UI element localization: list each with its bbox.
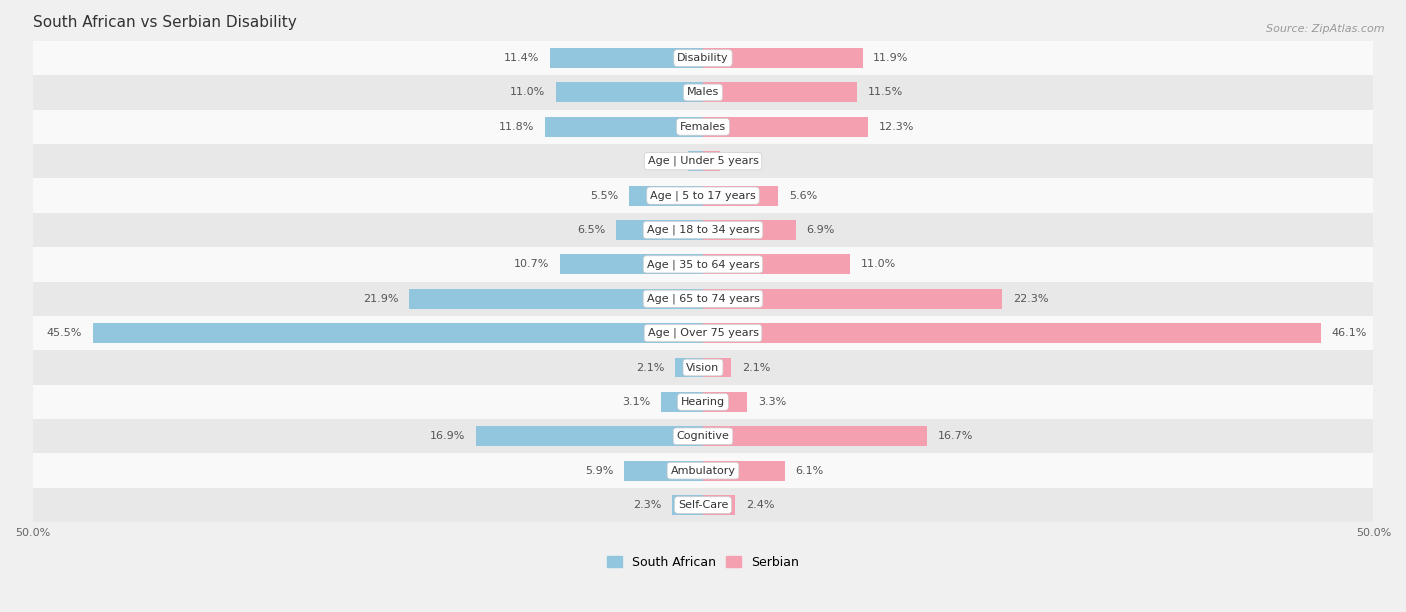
FancyBboxPatch shape: [32, 385, 1374, 419]
Text: Disability: Disability: [678, 53, 728, 63]
Bar: [616, 220, 703, 240]
Bar: [703, 323, 1322, 343]
Bar: [550, 48, 703, 68]
FancyBboxPatch shape: [32, 41, 1374, 75]
Text: 3.3%: 3.3%: [758, 397, 786, 407]
FancyBboxPatch shape: [32, 282, 1374, 316]
Text: 2.3%: 2.3%: [633, 500, 661, 510]
Text: 45.5%: 45.5%: [46, 328, 82, 338]
Bar: [703, 151, 720, 171]
Bar: [675, 357, 703, 378]
Bar: [703, 427, 927, 446]
Bar: [672, 495, 703, 515]
Text: 11.9%: 11.9%: [873, 53, 908, 63]
Text: 2.4%: 2.4%: [747, 500, 775, 510]
Text: Age | 5 to 17 years: Age | 5 to 17 years: [650, 190, 756, 201]
FancyBboxPatch shape: [32, 453, 1374, 488]
Text: Cognitive: Cognitive: [676, 431, 730, 441]
Bar: [560, 255, 703, 274]
FancyBboxPatch shape: [32, 488, 1374, 522]
Text: Age | 35 to 64 years: Age | 35 to 64 years: [647, 259, 759, 270]
Bar: [703, 220, 796, 240]
FancyBboxPatch shape: [32, 247, 1374, 282]
Text: 11.8%: 11.8%: [499, 122, 534, 132]
Text: 3.1%: 3.1%: [623, 397, 651, 407]
Text: 46.1%: 46.1%: [1331, 328, 1367, 338]
Text: Females: Females: [681, 122, 725, 132]
Text: Age | Under 5 years: Age | Under 5 years: [648, 156, 758, 166]
Text: 21.9%: 21.9%: [363, 294, 399, 304]
Bar: [703, 392, 747, 412]
Text: Ambulatory: Ambulatory: [671, 466, 735, 476]
Text: Hearing: Hearing: [681, 397, 725, 407]
Text: 6.1%: 6.1%: [796, 466, 824, 476]
Bar: [703, 495, 735, 515]
Text: 11.5%: 11.5%: [868, 88, 903, 97]
Text: Source: ZipAtlas.com: Source: ZipAtlas.com: [1267, 24, 1385, 34]
Text: 11.0%: 11.0%: [509, 88, 544, 97]
Text: South African vs Serbian Disability: South African vs Serbian Disability: [32, 15, 297, 30]
Bar: [93, 323, 703, 343]
Text: Vision: Vision: [686, 362, 720, 373]
FancyBboxPatch shape: [32, 110, 1374, 144]
Bar: [630, 185, 703, 206]
Text: Age | 65 to 74 years: Age | 65 to 74 years: [647, 294, 759, 304]
Bar: [703, 289, 1002, 308]
Bar: [544, 117, 703, 137]
Bar: [703, 83, 858, 102]
Bar: [703, 185, 778, 206]
Text: Age | 18 to 34 years: Age | 18 to 34 years: [647, 225, 759, 235]
Text: 16.9%: 16.9%: [430, 431, 465, 441]
Text: 5.9%: 5.9%: [585, 466, 613, 476]
Bar: [624, 461, 703, 480]
FancyBboxPatch shape: [32, 179, 1374, 213]
Legend: South African, Serbian: South African, Serbian: [602, 551, 804, 573]
FancyBboxPatch shape: [32, 350, 1374, 385]
Bar: [477, 427, 703, 446]
Bar: [703, 357, 731, 378]
FancyBboxPatch shape: [32, 144, 1374, 179]
Bar: [661, 392, 703, 412]
Text: 10.7%: 10.7%: [513, 259, 548, 269]
Bar: [703, 117, 868, 137]
Bar: [703, 461, 785, 480]
FancyBboxPatch shape: [32, 316, 1374, 350]
Text: 1.3%: 1.3%: [731, 156, 759, 166]
Bar: [555, 83, 703, 102]
FancyBboxPatch shape: [32, 213, 1374, 247]
Bar: [409, 289, 703, 308]
Text: 11.4%: 11.4%: [505, 53, 540, 63]
Text: 1.1%: 1.1%: [650, 156, 678, 166]
Text: 11.0%: 11.0%: [862, 259, 897, 269]
Text: Self-Care: Self-Care: [678, 500, 728, 510]
Text: 6.9%: 6.9%: [806, 225, 835, 235]
Bar: [689, 151, 703, 171]
Text: 5.5%: 5.5%: [591, 190, 619, 201]
Text: Age | Over 75 years: Age | Over 75 years: [648, 328, 758, 338]
FancyBboxPatch shape: [32, 75, 1374, 110]
Text: 22.3%: 22.3%: [1012, 294, 1049, 304]
FancyBboxPatch shape: [32, 419, 1374, 453]
Text: 2.1%: 2.1%: [636, 362, 664, 373]
Text: 5.6%: 5.6%: [789, 190, 817, 201]
Text: 16.7%: 16.7%: [938, 431, 973, 441]
Text: 2.1%: 2.1%: [742, 362, 770, 373]
Text: 12.3%: 12.3%: [879, 122, 914, 132]
Bar: [703, 255, 851, 274]
Text: 6.5%: 6.5%: [576, 225, 605, 235]
Text: Males: Males: [688, 88, 718, 97]
Bar: [703, 48, 862, 68]
